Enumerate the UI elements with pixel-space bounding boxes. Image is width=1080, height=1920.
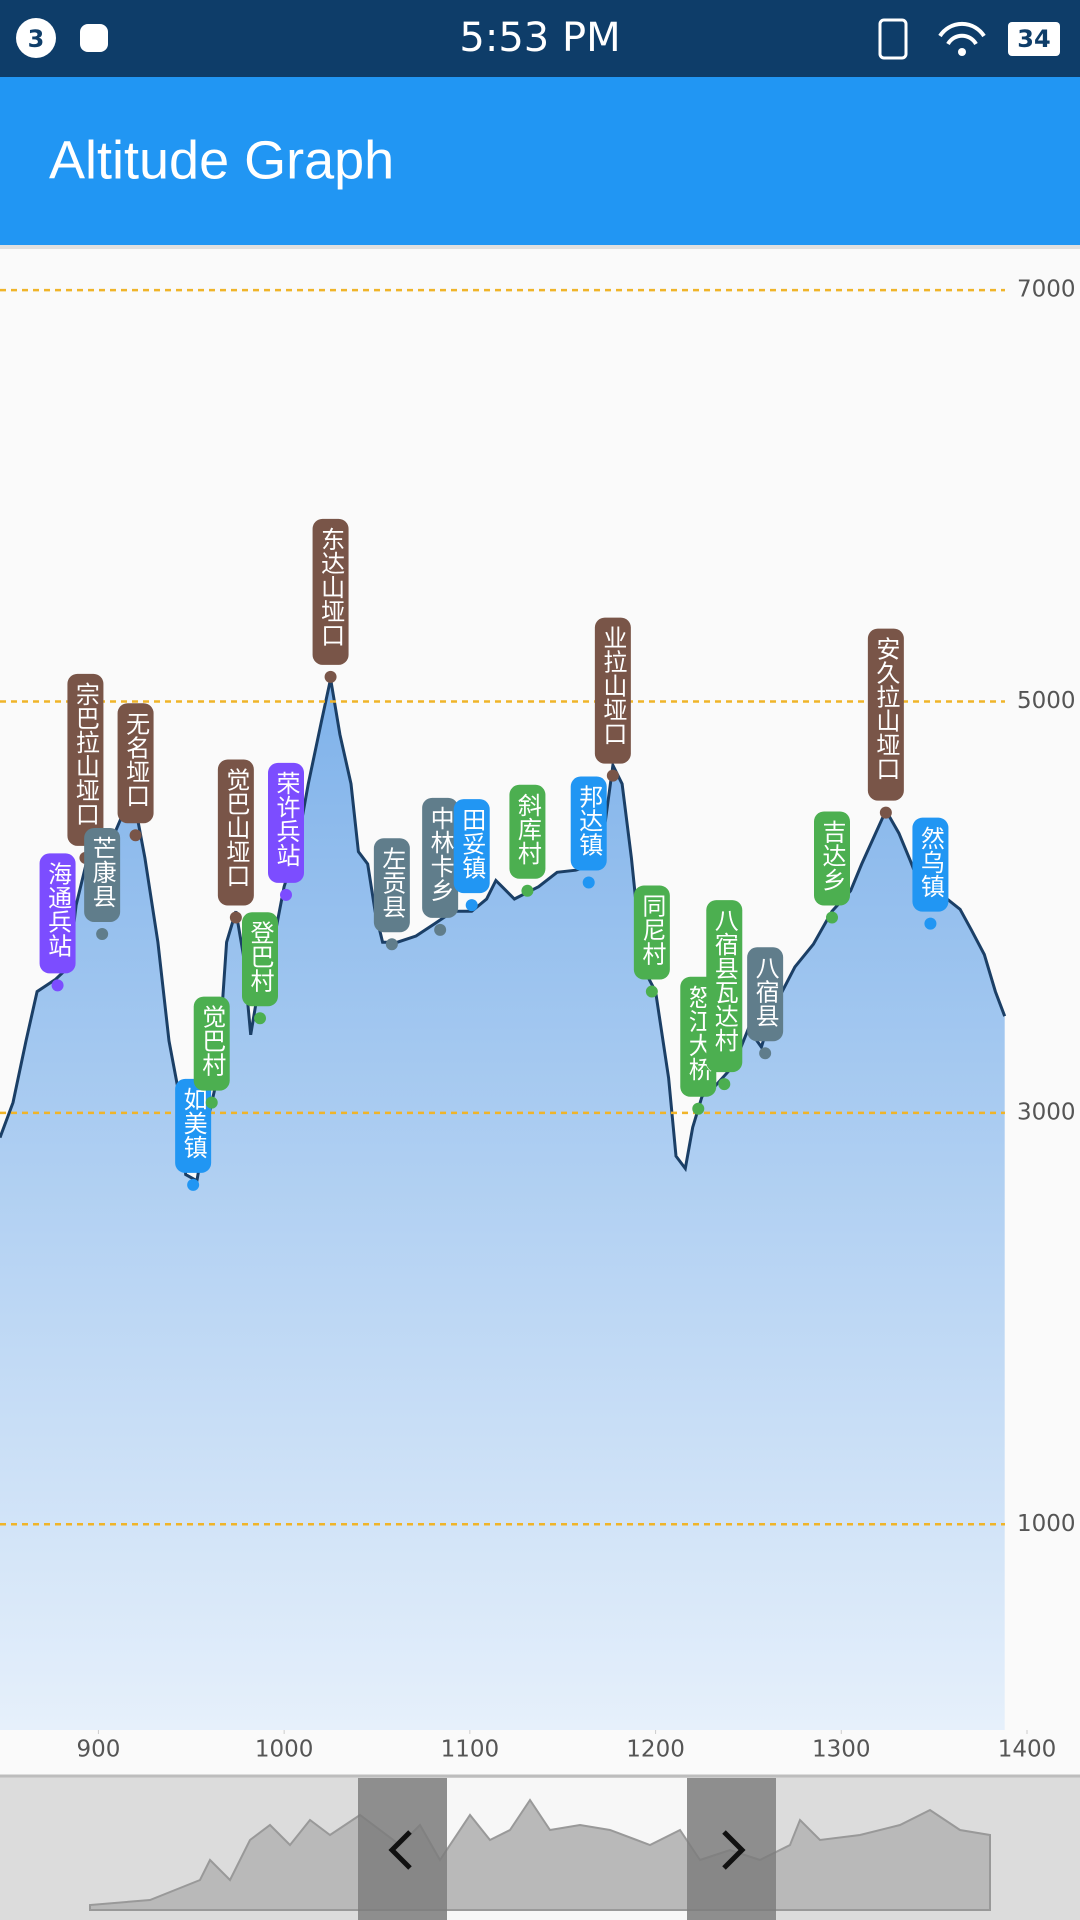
x-tick-label: 1000	[255, 1737, 314, 1763]
vibrate-icon	[878, 18, 908, 60]
label-pill	[453, 799, 490, 894]
label-text: 左贡县	[378, 846, 406, 918]
label-pill	[117, 703, 154, 824]
label-point	[606, 769, 619, 782]
x-tick-label: 1300	[812, 1737, 871, 1763]
label-text: 中林卡乡	[426, 806, 454, 902]
axes: 1000 3000 5000 7000 900 1000 1100 1200 1300 1400	[0, 277, 1076, 1763]
wifi-dot	[958, 48, 966, 56]
label-point	[521, 884, 534, 897]
label-text: 如美镇	[179, 1087, 207, 1159]
y-tick-label: 1000	[1017, 1511, 1076, 1537]
label-point	[324, 670, 337, 683]
label-pill	[373, 838, 410, 933]
label-pill	[570, 776, 607, 871]
label-point	[96, 927, 109, 940]
label-pill	[268, 762, 304, 883]
x-tick-label: 1400	[998, 1737, 1057, 1763]
x-tick-label: 1200	[626, 1737, 685, 1763]
label-text: 安久拉山垭口	[872, 637, 900, 781]
label-text: 斜库村	[513, 793, 541, 865]
label-pill	[594, 617, 631, 764]
label-point	[280, 888, 292, 901]
label-pill	[422, 797, 459, 918]
label-text: 荣许兵站	[272, 771, 300, 867]
label-text: 邦达镇	[575, 785, 603, 857]
label-pill	[193, 996, 230, 1091]
label-point	[51, 979, 64, 992]
plot	[0, 678, 1007, 1730]
label-pill	[217, 759, 254, 906]
label-text: 田妥镇	[458, 807, 486, 879]
battery-level: 34	[1017, 25, 1050, 53]
label-point	[385, 938, 398, 951]
app-bar-shadow	[0, 245, 1080, 249]
label-text: 吉达乡	[818, 820, 846, 892]
label-point	[434, 923, 447, 936]
battery-icon	[1008, 22, 1060, 56]
label-point	[718, 1078, 731, 1091]
label-point	[229, 911, 242, 924]
label-point	[129, 829, 142, 842]
label-pill	[84, 827, 121, 922]
label-pill	[509, 784, 546, 879]
app-bar	[0, 77, 1080, 245]
label-text: 芒康县	[88, 836, 116, 908]
label-point	[645, 985, 658, 998]
label-point	[254, 1012, 266, 1025]
label-point	[582, 876, 595, 889]
wifi-icon	[938, 21, 986, 46]
notification-count: 3	[28, 25, 45, 53]
label-pill	[814, 811, 850, 906]
label-pill	[747, 947, 784, 1042]
label-text: 海通兵站	[44, 861, 72, 957]
clock: 5:53 PM	[459, 15, 620, 61]
label-text: 东达山垭口	[317, 527, 345, 647]
label-pill	[706, 900, 743, 1073]
label-pill	[67, 673, 104, 846]
label-text: 同尼村	[638, 894, 666, 966]
label-point	[692, 1102, 705, 1115]
x-tick-label: 900	[76, 1737, 120, 1763]
y-tick-label: 5000	[1017, 688, 1076, 714]
label-text: 业拉山垭口	[599, 626, 627, 746]
label-point	[187, 1178, 200, 1191]
notification-badge	[16, 18, 56, 58]
label-text: 然乌镇	[916, 826, 944, 898]
left-handle[interactable]	[358, 1778, 447, 1920]
label-pill	[242, 912, 278, 1007]
label-point	[826, 911, 838, 924]
label-text: 觉巴山垭口	[222, 768, 250, 888]
right-handle[interactable]	[687, 1778, 776, 1920]
label-pill	[867, 628, 904, 801]
label-pill	[175, 1078, 212, 1173]
android-icon	[80, 24, 108, 52]
label-text: 八宿县瓦达村	[710, 908, 738, 1052]
right-chevron	[722, 1830, 746, 1870]
app-title: Altitude Graph	[49, 130, 394, 190]
label-pill	[39, 853, 76, 974]
label-text: 觉巴村	[198, 1005, 226, 1077]
status-bar	[0, 0, 1080, 77]
x-tick-label: 1100	[441, 1737, 500, 1763]
label-text: 登巴村	[246, 920, 274, 992]
y-tick-label: 3000	[1017, 1099, 1076, 1125]
y-tick-label: 7000	[1017, 277, 1076, 303]
left-chevron	[388, 1830, 412, 1870]
label-text: 宗巴拉山垭口	[71, 682, 99, 826]
label-point	[205, 1096, 218, 1109]
label-point	[924, 917, 937, 930]
label-point	[879, 806, 892, 819]
label-text: 八宿县	[751, 955, 779, 1027]
label-pill	[312, 518, 349, 665]
label-point	[465, 899, 478, 912]
area-fill	[0, 678, 1005, 1730]
label-pill	[912, 817, 949, 912]
label-text: 无名垭口	[122, 711, 150, 807]
label-point	[759, 1047, 772, 1060]
label-pill	[633, 885, 670, 980]
